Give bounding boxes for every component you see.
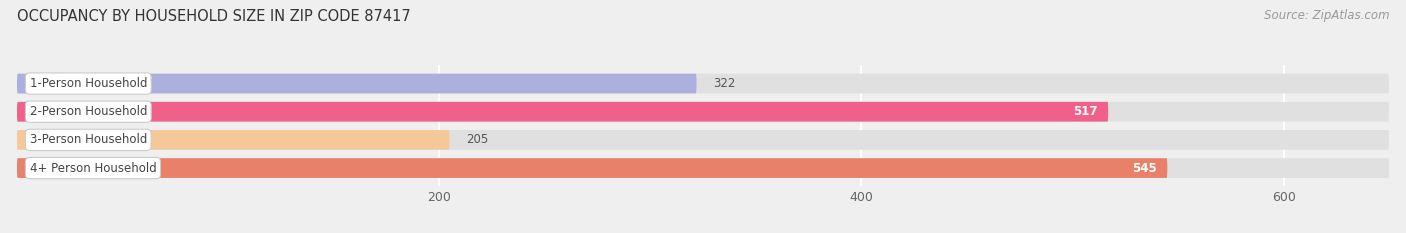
Text: Source: ZipAtlas.com: Source: ZipAtlas.com	[1264, 9, 1389, 22]
Text: 545: 545	[1132, 161, 1157, 175]
Text: OCCUPANCY BY HOUSEHOLD SIZE IN ZIP CODE 87417: OCCUPANCY BY HOUSEHOLD SIZE IN ZIP CODE …	[17, 9, 411, 24]
FancyBboxPatch shape	[17, 74, 696, 93]
Text: 4+ Person Household: 4+ Person Household	[30, 161, 156, 175]
FancyBboxPatch shape	[17, 130, 450, 150]
Text: 2-Person Household: 2-Person Household	[30, 105, 148, 118]
Text: 322: 322	[714, 77, 735, 90]
FancyBboxPatch shape	[17, 158, 1389, 178]
Text: 205: 205	[467, 134, 489, 146]
Text: 517: 517	[1073, 105, 1098, 118]
FancyBboxPatch shape	[17, 158, 1167, 178]
FancyBboxPatch shape	[17, 130, 1389, 150]
FancyBboxPatch shape	[17, 102, 1108, 122]
Text: 1-Person Household: 1-Person Household	[30, 77, 148, 90]
Text: 3-Person Household: 3-Person Household	[30, 134, 146, 146]
FancyBboxPatch shape	[17, 74, 1389, 93]
FancyBboxPatch shape	[17, 102, 1389, 122]
